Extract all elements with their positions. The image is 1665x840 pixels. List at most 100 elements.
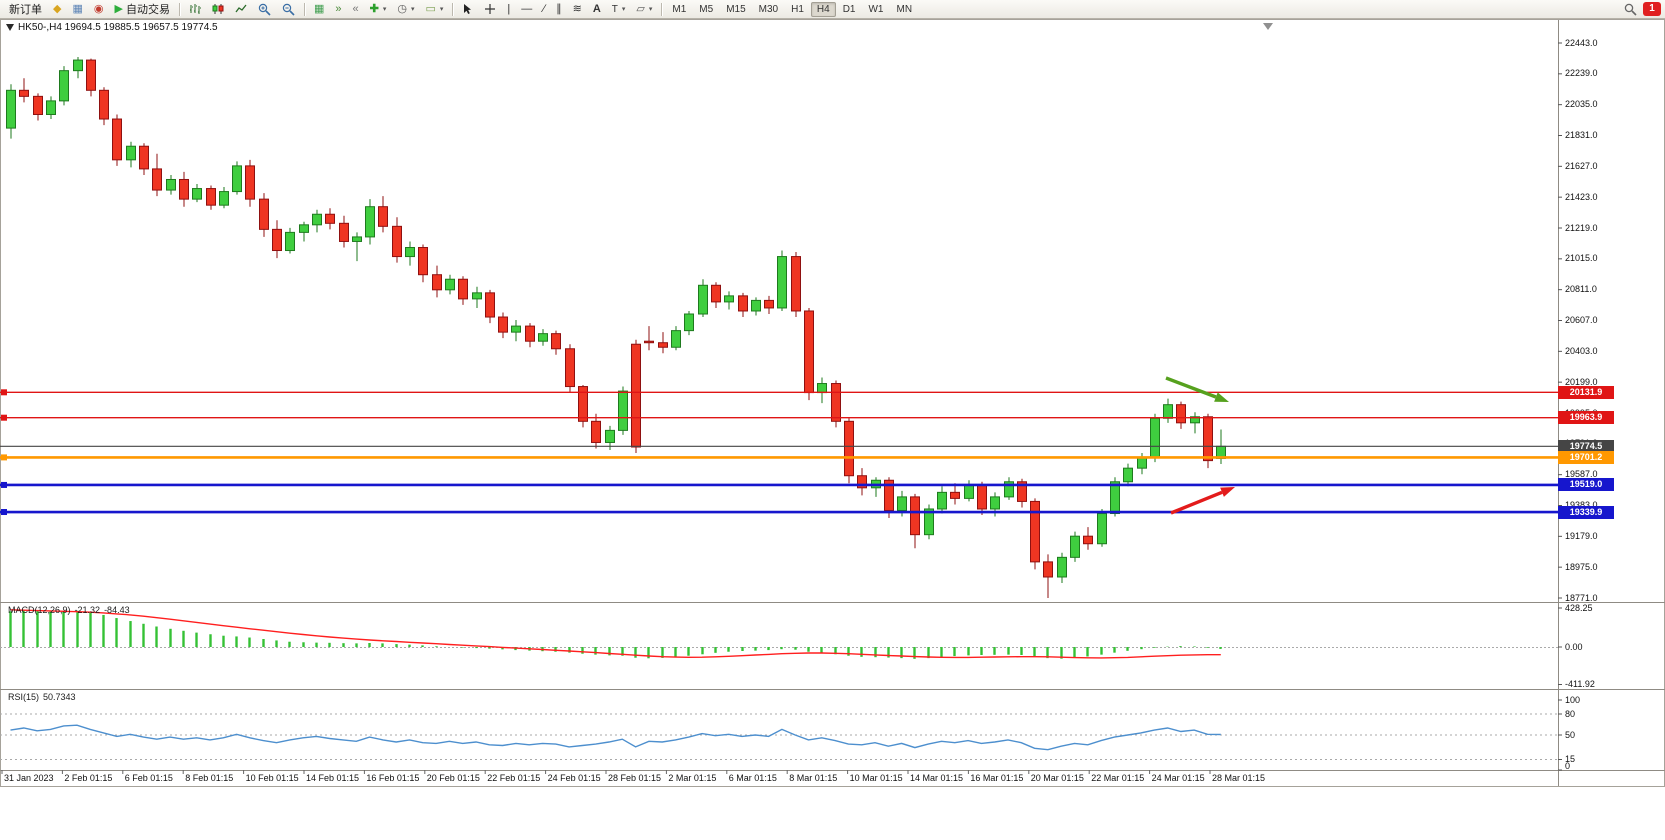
candle-up: [671, 330, 681, 348]
timeframe-m15-button[interactable]: M15: [726, 3, 746, 15]
templates-button[interactable]: ▭ ▾: [420, 0, 448, 18]
price-scale-label: 20403.0: [1565, 345, 1598, 356]
cursor-icon: [464, 4, 472, 14]
indicators-button[interactable]: ✚ ▾: [365, 0, 392, 18]
label-tool-icon: T: [611, 3, 618, 15]
mql-editor-button[interactable]: ◆: [48, 0, 66, 18]
candle-down: [485, 292, 495, 318]
cursor-tool-button[interactable]: [457, 0, 478, 18]
green-arrow[interactable]: [1165, 376, 1217, 399]
one-click-expander-icon[interactable]: [6, 24, 14, 31]
candle-up: [232, 165, 242, 193]
timeframe-m5-button[interactable]: M5: [699, 3, 714, 15]
price-tag-resistance-lower: 19963.9: [1558, 411, 1614, 425]
candle-down: [378, 206, 388, 227]
profiles-button[interactable]: ▦: [67, 0, 87, 18]
price-scale-label: 20199.0: [1565, 376, 1598, 387]
candle-down: [245, 165, 255, 200]
search-button[interactable]: [1619, 0, 1642, 18]
zoom-in-button[interactable]: [253, 0, 276, 18]
candle-down: [804, 310, 814, 394]
chart-shift-button[interactable]: «: [347, 0, 363, 18]
rsi-scale-label: 80: [1565, 708, 1576, 719]
notification-badge[interactable]: 1: [1643, 2, 1661, 16]
price-tag-support-upper: 19519.0: [1558, 478, 1614, 492]
time-axis[interactable]: [0, 770, 1558, 786]
time-axis-label: 22 Mar 01:15: [1091, 773, 1145, 783]
level-handle-resistance-upper[interactable]: [1, 389, 7, 396]
crosshair-tool-button[interactable]: [479, 0, 501, 18]
timeframe-m30-button[interactable]: M30: [758, 3, 779, 15]
bar-chart-button[interactable]: [184, 0, 206, 18]
bar-chart-icon: [189, 4, 201, 14]
new-order-button[interactable]: 新订单: [4, 0, 47, 18]
candle-up: [445, 278, 455, 291]
text-tool-icon: A: [592, 3, 601, 15]
rsi-line: [10, 724, 1221, 751]
red-arrow[interactable]: [1170, 490, 1223, 515]
fibonacci-tool-button[interactable]: ≋: [568, 0, 587, 18]
search-icon: [1624, 3, 1637, 16]
label-tool-button[interactable]: T ▾: [607, 0, 631, 18]
level-handle-resistance-lower[interactable]: [1, 414, 7, 421]
rsi-scale-label: 0: [1565, 760, 1571, 771]
candle-down: [884, 479, 894, 511]
candle-down: [977, 484, 987, 510]
auto-scroll-button[interactable]: »: [330, 0, 346, 18]
zoom-out-button[interactable]: [277, 0, 300, 18]
channel-tool-button[interactable]: ∥: [551, 0, 567, 18]
candle-up: [684, 313, 694, 332]
candle-down: [644, 340, 654, 344]
candle-down: [711, 284, 721, 303]
trendline-tool-button[interactable]: ∕: [538, 0, 550, 18]
horizontal-line-tool-button[interactable]: —: [516, 0, 537, 18]
candle-down: [591, 420, 601, 443]
periods-button[interactable]: ◷ ▾: [392, 0, 419, 18]
candle-down: [551, 333, 561, 350]
indicators-icon: ✚: [369, 2, 379, 15]
vertical-line-tool-button[interactable]: |: [502, 0, 515, 18]
macd-scale-label: 428.25: [1565, 602, 1593, 613]
timeframe-h1-button[interactable]: H1: [791, 3, 804, 15]
time-axis-label: 14 Feb 01:15: [306, 773, 360, 783]
time-axis-label: 6 Mar 01:15: [728, 773, 777, 783]
chevron-down-icon: ▾: [648, 6, 653, 13]
help-button[interactable]: ◉: [89, 0, 109, 18]
timeframe-w1-button[interactable]: W1: [868, 3, 884, 15]
candle-up: [990, 496, 1000, 510]
candle-down: [831, 383, 841, 422]
price-tag-current-price: 19774.5: [1558, 439, 1614, 453]
candle-down: [112, 118, 122, 161]
level-handle-support-lower[interactable]: [1, 509, 7, 516]
level-handle-pivot-orange[interactable]: [1, 454, 7, 461]
timeframe-h4-button[interactable]: H4: [810, 1, 836, 17]
price-scale-label: 21015.0: [1565, 253, 1598, 264]
timeframe-mn-button[interactable]: MN: [896, 3, 913, 15]
timeframe-m1-button[interactable]: M1: [672, 3, 687, 15]
candlestick-chart-button[interactable]: [207, 0, 229, 18]
red-arrow-head: [1220, 487, 1235, 497]
time-axis-label: 10 Mar 01:15: [849, 773, 903, 783]
time-axis-label: 16 Mar 01:15: [970, 773, 1024, 783]
text-tool-button[interactable]: A: [588, 0, 606, 18]
profiles-icon: ▦: [72, 2, 83, 15]
shapes-tool-button[interactable]: ▱ ▾: [631, 0, 657, 18]
line-chart-icon: [235, 4, 247, 13]
template-icon: ▭: [425, 2, 436, 15]
price-tag-resistance-upper: 20131.9: [1558, 385, 1614, 399]
level-handle-support-upper[interactable]: [1, 481, 7, 488]
line-chart-button[interactable]: [230, 0, 252, 18]
candle-up: [1137, 457, 1147, 469]
tile-windows-button[interactable]: ▦: [309, 0, 329, 18]
zoom-out-icon: [282, 3, 295, 16]
chart-shift-marker-icon[interactable]: [1263, 23, 1273, 30]
candle-up: [312, 213, 322, 226]
candle-up: [59, 70, 69, 102]
chevron-down-icon: ▾: [410, 6, 415, 13]
auto-trading-button[interactable]: ▶ 自动交易: [109, 0, 174, 18]
macd-value: -21.32: [74, 605, 101, 615]
candle-up: [1097, 513, 1107, 545]
timeframe-d1-button[interactable]: D1: [842, 3, 856, 15]
candle-down: [1017, 481, 1027, 502]
